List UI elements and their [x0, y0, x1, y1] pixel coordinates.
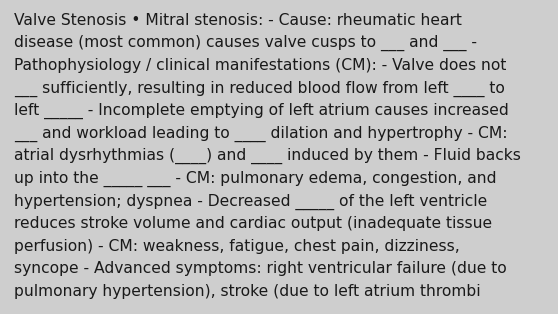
Text: pulmonary hypertension), stroke (due to left atrium thrombi: pulmonary hypertension), stroke (due to …	[14, 284, 480, 299]
Text: left _____ - Incomplete emptying of left atrium causes increased: left _____ - Incomplete emptying of left…	[14, 103, 509, 119]
Text: atrial dysrhythmias (____) and ____ induced by them - Fluid backs: atrial dysrhythmias (____) and ____ indu…	[14, 148, 521, 165]
Text: ___ and workload leading to ____ dilation and hypertrophy - CM:: ___ and workload leading to ____ dilatio…	[14, 126, 507, 142]
Text: disease (most common) causes valve cusps to ___ and ___ -: disease (most common) causes valve cusps…	[14, 35, 477, 51]
Text: Valve Stenosis • Mitral stenosis: - Cause: rheumatic heart: Valve Stenosis • Mitral stenosis: - Caus…	[14, 13, 462, 28]
Text: hypertension; dyspnea - Decreased _____ of the left ventricle: hypertension; dyspnea - Decreased _____ …	[14, 193, 487, 210]
Text: syncope - Advanced symptoms: right ventricular failure (due to: syncope - Advanced symptoms: right ventr…	[14, 261, 507, 276]
Text: reduces stroke volume and cardiac output (inadequate tissue: reduces stroke volume and cardiac output…	[14, 216, 492, 231]
Text: Pathophysiology / clinical manifestations (CM): - Valve does not: Pathophysiology / clinical manifestation…	[14, 58, 506, 73]
Text: perfusion) - CM: weakness, fatigue, chest pain, dizziness,: perfusion) - CM: weakness, fatigue, ches…	[14, 239, 460, 254]
Text: ___ sufficiently, resulting in reduced blood flow from left ____ to: ___ sufficiently, resulting in reduced b…	[14, 80, 505, 97]
Text: up into the _____ ___ - CM: pulmonary edema, congestion, and: up into the _____ ___ - CM: pulmonary ed…	[14, 171, 497, 187]
